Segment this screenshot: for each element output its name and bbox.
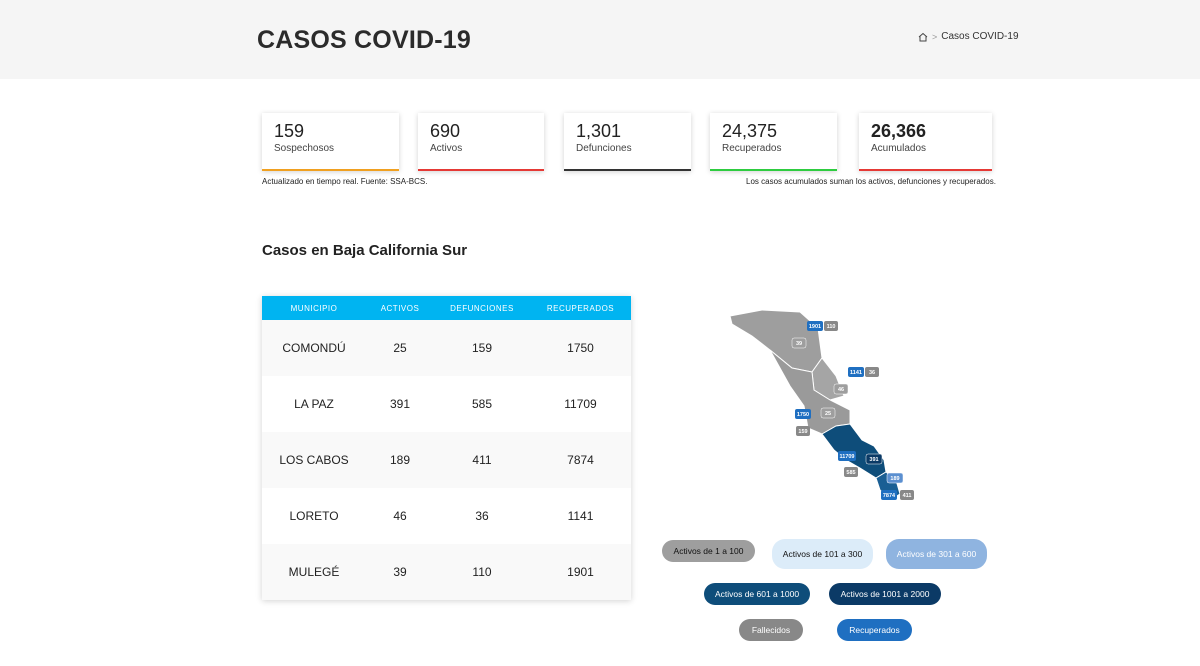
- map-label-mulege-activos: 39: [796, 341, 802, 347]
- map-label-comondu-fallecidos: 159: [798, 429, 807, 435]
- stat-value: 159: [274, 121, 305, 141]
- cell-activos: 189: [389, 453, 411, 467]
- cell-recuperados: 7874: [567, 453, 594, 467]
- stat-color-bar: [859, 169, 992, 171]
- map-label-lapaz-fallecidos: 585: [846, 470, 855, 476]
- stat-value: 24,375: [722, 121, 778, 141]
- map-label-loreto-fallecidos: 36: [869, 370, 875, 376]
- stat-card-recuperados: 24,375 Recuperados: [710, 113, 837, 171]
- table-row: LORETO 46 36 1141: [262, 488, 631, 544]
- table-row: LA PAZ 391 585 11709: [262, 376, 631, 432]
- cell-municipio: COMONDÚ: [282, 341, 346, 355]
- cell-defunciones: 411: [472, 453, 492, 467]
- column-header-activos: ACTIVOS: [380, 303, 420, 313]
- legend-range-101-300: Activos de 101 a 300: [772, 539, 873, 569]
- breadcrumb-current: Casos COVID-19: [941, 31, 1019, 42]
- stat-value: 26,366: [871, 121, 927, 141]
- stat-value: 1,301: [576, 121, 622, 141]
- section-title: Casos en Baja California Sur: [262, 242, 468, 259]
- cases-table: MUNICIPIO ACTIVOS DEFUNCIONES RECUPERADO…: [262, 296, 631, 600]
- stat-label: Recuperados: [722, 143, 782, 154]
- stat-card-activos: 690 Activos: [418, 113, 544, 171]
- stat-label: Sospechosos: [274, 143, 335, 154]
- column-header-defunciones: DEFUNCIONES: [450, 303, 514, 313]
- stat-color-bar: [418, 169, 544, 171]
- table-row: MULEGÉ 39 110 1901: [262, 544, 631, 600]
- cell-recuperados: 11709: [564, 397, 597, 411]
- legend-range-301-600: Activos de 301 a 600: [886, 539, 987, 569]
- legend-recuperados: Recuperados: [837, 619, 912, 641]
- map-label-mulege-recuperados: 1901: [809, 324, 821, 330]
- map-label-lapaz-activos: 391: [869, 457, 878, 463]
- stat-label: Activos: [430, 143, 463, 154]
- map-label-mulege-fallecidos: 110: [827, 324, 836, 330]
- table-header: MUNICIPIO ACTIVOS DEFUNCIONES RECUPERADO…: [262, 296, 631, 320]
- legend-range-1001-2000: Activos de 1001 a 2000: [829, 583, 941, 605]
- cell-defunciones: 110: [472, 565, 492, 579]
- legend-fallecidos: Fallecidos: [739, 619, 803, 641]
- cell-activos: 46: [393, 509, 407, 523]
- map-label-loreto-activos: 46: [838, 387, 844, 393]
- header-band: [0, 0, 1200, 79]
- cell-municipio: MULEGÉ: [288, 565, 340, 579]
- breadcrumb: > Casos COVID-19: [918, 31, 1019, 42]
- cell-defunciones: 585: [471, 397, 493, 411]
- cell-recuperados: 1141: [567, 509, 594, 523]
- home-icon[interactable]: [918, 32, 928, 42]
- stat-card-defunciones: 1,301 Defunciones: [564, 113, 691, 171]
- cell-activos: 25: [393, 341, 407, 355]
- cell-activos: 39: [393, 565, 407, 579]
- map-label-comondu-activos: 25: [825, 411, 831, 417]
- accumulated-note: Los casos acumulados suman los activos, …: [746, 177, 996, 186]
- map-label-loscabos-fallecidos: 411: [903, 493, 912, 499]
- stat-color-bar: [710, 169, 837, 171]
- stat-color-bar: [564, 169, 691, 171]
- table-body: COMONDÚ 25 159 1750 LA PAZ 391 585 11709…: [262, 320, 631, 600]
- legend-range-601-1000: Activos de 601 a 1000: [704, 583, 810, 605]
- map-label-loreto-recuperados: 1141: [850, 370, 862, 376]
- cell-activos: 391: [389, 397, 411, 411]
- cell-recuperados: 1750: [567, 341, 594, 355]
- stat-card-acumulados: 26,366 Acumulados: [859, 113, 992, 171]
- map-region-mulege[interactable]: [729, 309, 823, 373]
- breadcrumb-separator: >: [932, 31, 938, 42]
- stat-card-sospechosos: 159 Sospechosos: [262, 113, 399, 171]
- cell-defunciones: 36: [475, 509, 489, 523]
- bcs-map: 1901 110 39 1141 36 46 1750 159 25 11709…: [729, 309, 914, 501]
- cell-municipio: LORETO: [289, 509, 339, 523]
- stat-value: 690: [430, 121, 461, 141]
- table-row: LOS CABOS 189 411 7874: [262, 432, 631, 488]
- map-label-loscabos-activos: 189: [890, 476, 899, 482]
- map-label-lapaz-recuperados: 11709: [840, 454, 855, 460]
- cell-recuperados: 1901: [567, 565, 594, 579]
- map-label-loscabos-recuperados: 7874: [883, 493, 896, 499]
- column-header-municipio: MUNICIPIO: [290, 303, 338, 313]
- table-row: COMONDÚ 25 159 1750: [262, 320, 631, 376]
- source-note: Actualizado en tiempo real. Fuente: SSA-…: [262, 177, 428, 186]
- map-label-comondu-recuperados: 1750: [797, 412, 809, 418]
- cell-defunciones: 159: [471, 341, 493, 355]
- legend-range-1-100: Activos de 1 a 100: [662, 540, 755, 562]
- stat-color-bar: [262, 169, 399, 171]
- stat-label: Acumulados: [871, 143, 927, 154]
- page-title: CASOS COVID-19: [257, 26, 471, 54]
- cell-municipio: LOS CABOS: [279, 453, 349, 467]
- column-header-recuperados: RECUPERADOS: [546, 303, 615, 313]
- cell-municipio: LA PAZ: [294, 397, 334, 411]
- stat-label: Defunciones: [576, 143, 632, 154]
